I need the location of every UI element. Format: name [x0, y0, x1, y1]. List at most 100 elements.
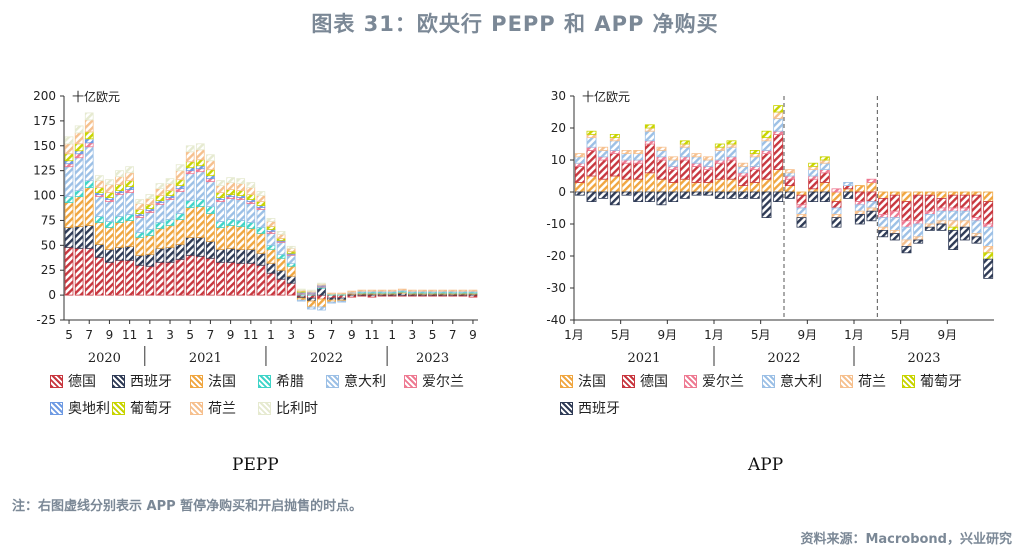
bar-segment-德国 — [598, 159, 609, 180]
bar-segment-爱尔兰 — [656, 156, 667, 161]
bar-segment-德国 — [84, 247, 94, 296]
bar-segment-比利时 — [317, 282, 326, 285]
bar-segment-西班牙 — [276, 269, 286, 280]
x-tick-label: 9 — [348, 328, 356, 342]
bar-segment-奥地利 — [185, 167, 195, 172]
legend-label: 荷兰 — [858, 374, 886, 390]
bar-segment-法国 — [726, 178, 737, 193]
bar-segment-德国 — [74, 247, 84, 296]
bar-segment-意大利 — [819, 162, 830, 170]
bar-segment-西班牙 — [738, 191, 749, 199]
bar-segment-德国 — [286, 282, 296, 296]
bar-segment-荷兰 — [796, 213, 807, 218]
legend-swatch — [258, 374, 271, 388]
bar-segment-意大利 — [115, 194, 124, 217]
bar-segment-荷兰 — [936, 220, 947, 225]
bar-segment-法国 — [226, 225, 235, 249]
bar-segment-法国 — [598, 178, 609, 193]
bar-segment-荷兰 — [256, 195, 266, 202]
bar-segment-爱尔兰 — [749, 166, 760, 171]
bar-segment-希腊 — [74, 190, 84, 197]
bar-segment-德国 — [586, 150, 597, 177]
bar-segment-葡萄牙 — [175, 179, 185, 186]
legend-swatch — [50, 374, 63, 388]
bar-segment-法国 — [889, 191, 900, 196]
bar-segment-法国 — [843, 188, 854, 193]
bar-segment-希腊 — [125, 214, 134, 221]
bar-segment-葡萄牙 — [808, 162, 819, 167]
bar-segment-爱尔兰 — [808, 175, 819, 180]
bar-segment-德国 — [691, 166, 702, 183]
bar-segment-西班牙 — [155, 247, 165, 263]
bar-segment-西班牙 — [145, 253, 155, 267]
y-tick-label: 30 — [551, 89, 566, 103]
bar-segment-西班牙 — [913, 239, 924, 244]
bar-segment-爱尔兰 — [971, 217, 982, 222]
bar-segment-比利时 — [307, 289, 316, 292]
bar-segment-比利时 — [165, 178, 175, 185]
bar-segment-葡萄牙 — [195, 159, 205, 167]
x-tick-label: 7 — [85, 328, 93, 342]
page-title: 图表 31：欧央行 PEPP 和 APP 净购买 — [311, 12, 719, 36]
bar-segment-荷兰 — [377, 289, 387, 292]
bar-segment-西班牙 — [307, 297, 316, 302]
bar-segment-法国 — [206, 213, 215, 242]
bar-segment-法国 — [266, 248, 276, 264]
legend-label: 法国 — [208, 374, 236, 390]
bar-segment-意大利 — [216, 201, 225, 222]
bar-segment-奥地利 — [64, 160, 74, 165]
bar-segment-希腊 — [216, 221, 225, 228]
bar-segment-意大利 — [317, 306, 326, 311]
bar-segment-希腊 — [226, 219, 235, 226]
bar-segment-法国 — [621, 178, 632, 193]
legend-swatch — [258, 401, 271, 415]
bar-segment-法国 — [84, 187, 94, 226]
bar-segment-西班牙 — [135, 254, 145, 266]
bar-segment-爱尔兰 — [854, 201, 865, 206]
bar-segment-德国 — [983, 201, 994, 225]
bar-segment-法国 — [679, 178, 690, 193]
bar-segment-葡萄牙 — [644, 124, 655, 129]
bar-segment-意大利 — [644, 130, 655, 142]
bar-segment-法国 — [738, 185, 749, 193]
bar-segment-希腊 — [236, 220, 246, 227]
bar-segment-希腊 — [165, 219, 175, 226]
x-tick-label: 7 — [328, 328, 336, 342]
bar-segment-西班牙 — [644, 191, 655, 202]
bar-segment-德国 — [317, 294, 326, 300]
bar-segment-奥地利 — [125, 186, 134, 190]
pepp-chart-name: PEPP — [232, 455, 279, 475]
bar-segment-西班牙 — [206, 240, 215, 259]
year-label: 2022 — [767, 351, 800, 366]
bar-segment-法国 — [95, 222, 104, 245]
bar-segment-葡萄牙 — [115, 184, 124, 191]
bar-segment-德国 — [216, 261, 225, 296]
bar-segment-荷兰 — [749, 153, 760, 158]
x-tick-label: 5 — [186, 328, 194, 342]
y-tick-label: -25 — [36, 313, 56, 327]
bar-segment-德国 — [796, 194, 807, 206]
legend-label: 爱尔兰 — [702, 374, 744, 390]
bar-segment-西班牙 — [175, 243, 185, 260]
bar-segment-法国 — [633, 178, 644, 193]
bar-segment-意大利 — [276, 241, 286, 255]
bar-segment-爱尔兰 — [924, 210, 935, 215]
bar-segment-爱尔兰 — [206, 178, 215, 183]
bar-segment-法国 — [773, 169, 784, 193]
bar-segment-法国 — [155, 228, 165, 249]
legend-swatch — [404, 374, 417, 388]
bar-segment-法国 — [983, 191, 994, 202]
legend-label: 荷兰 — [208, 401, 236, 417]
bar-segment-荷兰 — [337, 292, 347, 295]
bar-segment-西班牙 — [256, 252, 266, 266]
bar-segment-爱尔兰 — [84, 142, 94, 148]
bar-segment-意大利 — [936, 210, 947, 222]
bar-segment-荷兰 — [878, 226, 889, 231]
bar-segment-法国 — [135, 236, 145, 256]
y-tick-label: -30 — [546, 281, 566, 295]
legend-swatch — [190, 401, 203, 415]
bar-segment-比利时 — [95, 175, 104, 182]
bar-segment-爱尔兰 — [64, 163, 74, 168]
bar-segment-葡萄牙 — [761, 130, 772, 139]
y-tick-label: 150 — [33, 139, 56, 153]
